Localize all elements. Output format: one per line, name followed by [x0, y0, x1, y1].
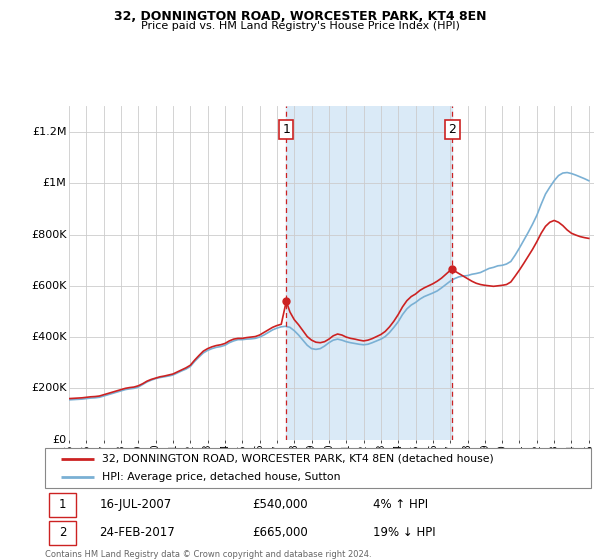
- FancyBboxPatch shape: [49, 493, 76, 517]
- Text: £800K: £800K: [31, 230, 67, 240]
- Text: 2: 2: [449, 123, 457, 136]
- Text: 1: 1: [283, 123, 290, 136]
- Text: 32, DONNINGTON ROAD, WORCESTER PARK, KT4 8EN: 32, DONNINGTON ROAD, WORCESTER PARK, KT4…: [114, 10, 486, 23]
- Text: £665,000: £665,000: [253, 526, 308, 539]
- Text: 2: 2: [59, 526, 66, 539]
- Text: £1M: £1M: [43, 178, 67, 188]
- Text: £1.2M: £1.2M: [32, 127, 67, 137]
- FancyBboxPatch shape: [45, 448, 591, 488]
- Text: £540,000: £540,000: [253, 498, 308, 511]
- Text: £200K: £200K: [31, 384, 67, 393]
- Text: 32, DONNINGTON ROAD, WORCESTER PARK, KT4 8EN (detached house): 32, DONNINGTON ROAD, WORCESTER PARK, KT4…: [103, 454, 494, 464]
- Text: £0: £0: [52, 435, 67, 445]
- FancyBboxPatch shape: [49, 521, 76, 545]
- Text: Price paid vs. HM Land Registry's House Price Index (HPI): Price paid vs. HM Land Registry's House …: [140, 21, 460, 31]
- Bar: [286, 106, 452, 440]
- Text: £600K: £600K: [31, 281, 67, 291]
- Text: 16-JUL-2007: 16-JUL-2007: [100, 498, 172, 511]
- Text: 19% ↓ HPI: 19% ↓ HPI: [373, 526, 435, 539]
- Text: Contains HM Land Registry data © Crown copyright and database right 2024.
This d: Contains HM Land Registry data © Crown c…: [45, 550, 371, 560]
- Text: 1: 1: [59, 498, 66, 511]
- Text: 24-FEB-2017: 24-FEB-2017: [100, 526, 175, 539]
- Text: £400K: £400K: [31, 332, 67, 342]
- Text: HPI: Average price, detached house, Sutton: HPI: Average price, detached house, Sutt…: [103, 473, 341, 482]
- Text: 4% ↑ HPI: 4% ↑ HPI: [373, 498, 428, 511]
